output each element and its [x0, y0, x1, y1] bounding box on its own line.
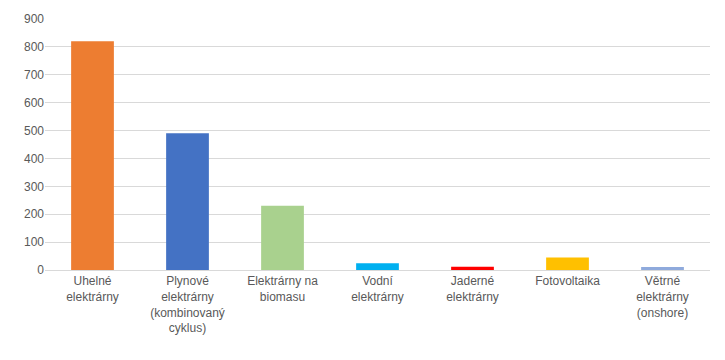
svg-text:100: 100 — [24, 235, 44, 249]
svg-text:Elektrárny nabiomasu: Elektrárny nabiomasu — [247, 274, 318, 304]
svg-text:Plynovéelektrárny(kombinovanýc: Plynovéelektrárny(kombinovanýcyklus) — [150, 274, 225, 335]
svg-text:Uhelnéelektrárny: Uhelnéelektrárny — [66, 274, 119, 304]
svg-text:Větrnéelektrárny(onshore): Větrnéelektrárny(onshore) — [636, 274, 689, 319]
svg-text:Jadernéelektrárny: Jadernéelektrárny — [446, 274, 499, 304]
svg-text:200: 200 — [24, 207, 44, 221]
svg-text:0: 0 — [37, 263, 44, 277]
svg-text:700: 700 — [24, 68, 44, 82]
svg-text:300: 300 — [24, 180, 44, 194]
svg-text:800: 800 — [24, 40, 44, 54]
svg-text:Vodníelektrárny: Vodníelektrárny — [351, 274, 404, 304]
svg-text:600: 600 — [24, 96, 44, 110]
svg-text:900: 900 — [24, 12, 44, 26]
svg-text:Fotovoltaika: Fotovoltaika — [535, 274, 600, 288]
svg-text:500: 500 — [24, 124, 44, 138]
svg-text:400: 400 — [24, 152, 44, 166]
